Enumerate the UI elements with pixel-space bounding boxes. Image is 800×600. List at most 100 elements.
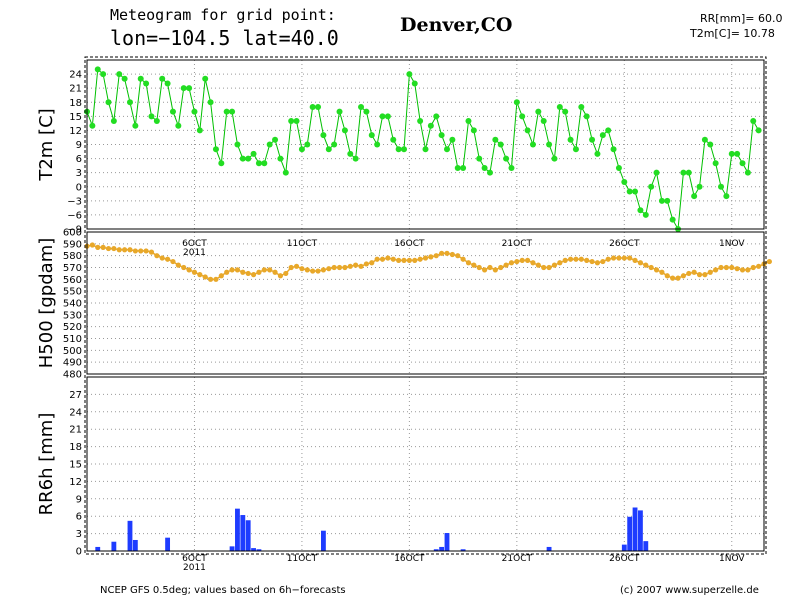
h500-point [218, 273, 224, 279]
t2m-point [535, 108, 542, 115]
h500-point [116, 247, 122, 253]
rr6h-bar [235, 508, 240, 551]
h500-point [449, 251, 455, 258]
h500-point [385, 255, 391, 261]
rr6h-bar [627, 516, 633, 551]
rr6h-bar [251, 548, 256, 551]
h500-point [616, 255, 622, 261]
t2m-point [186, 85, 193, 92]
h500-point [304, 267, 310, 273]
t2m-point [358, 103, 365, 110]
t2m-point [540, 118, 547, 125]
rr6h-bar [638, 510, 643, 551]
h500-point [159, 255, 165, 261]
h500-point [465, 260, 472, 266]
h500-point [240, 269, 246, 275]
t2m-point [637, 207, 644, 214]
t2m-value: T2m[C]= 10.78 [690, 27, 775, 40]
t2m-point [89, 122, 96, 129]
rr6h-bar [127, 520, 133, 551]
y-tick-label: 580 [63, 251, 82, 262]
h500-point [336, 264, 343, 271]
h500-point [664, 273, 670, 279]
h500-point [546, 264, 552, 271]
t2m-point [143, 80, 150, 87]
h500-point [234, 267, 241, 273]
x-tick-label: 26OCT [609, 554, 640, 564]
h500-point [331, 264, 337, 271]
h500-point [573, 256, 579, 262]
h500-point [197, 272, 203, 278]
y-tick-label: 18 [69, 98, 82, 109]
panel-frame [86, 59, 765, 230]
t2m-point [443, 146, 450, 153]
h500-point [508, 260, 515, 266]
t2m-point [594, 150, 601, 157]
h500-point [326, 266, 332, 272]
y-tick-label: 12 [69, 477, 82, 488]
h500-point [100, 244, 106, 250]
h500-point [562, 257, 568, 263]
t2m-point [626, 188, 633, 195]
h500-point [224, 269, 230, 275]
h500-point [756, 263, 762, 269]
h500-point [514, 258, 520, 265]
h500-point [256, 269, 262, 275]
t2m-point [218, 160, 225, 167]
t2m-point [347, 150, 354, 157]
t2m-point [395, 146, 402, 153]
t2m-point [427, 122, 434, 129]
t2m-point [255, 160, 262, 167]
t2m-point [755, 127, 762, 134]
t2m-point [175, 122, 182, 129]
y-tick-label: 600 [63, 228, 82, 239]
rr6h-bar [433, 549, 439, 551]
h500-point [766, 258, 772, 265]
t2m-point [750, 118, 757, 125]
h500-point [347, 263, 353, 269]
year-label: 2011 [183, 563, 206, 573]
x-tick-label: 6OCT [182, 554, 207, 564]
t2m-point [658, 197, 665, 204]
t2m-point [572, 146, 579, 153]
rr6h-bar [546, 546, 552, 551]
t2m-point [599, 132, 606, 139]
h500-point [675, 275, 681, 281]
h500-point [143, 248, 149, 254]
t2m-line [86, 68, 760, 231]
t2m-point [454, 164, 461, 171]
rr-total: RR[mm]= 60.0 [700, 12, 783, 25]
h500-point [170, 258, 176, 265]
y-tick-label: 510 [63, 334, 82, 345]
t2m-point [325, 146, 332, 153]
y-tick-label: 3 [76, 168, 82, 179]
h500-point [439, 250, 445, 256]
footer-copyright: (c) 2007 www.superzelle.de [620, 585, 759, 596]
t2m-point [712, 160, 719, 167]
h500-point [369, 260, 375, 266]
h500-point [471, 262, 477, 268]
h500-point [358, 263, 364, 269]
h500-point [374, 256, 380, 262]
title-line2: lon=−104.5 lat=40.0 [110, 26, 339, 50]
y-tick-label: 520 [63, 322, 82, 333]
rr6h-bar [621, 544, 627, 551]
x-tick-label: 16OCT [394, 239, 425, 249]
t2m-point [352, 155, 359, 162]
h500-point [541, 264, 547, 271]
h500-point [632, 257, 638, 263]
t2m-point [277, 155, 284, 162]
t2m-point [223, 108, 230, 115]
y-tick-label: 21 [69, 84, 82, 95]
t2m-point [169, 108, 176, 115]
h500-point [406, 257, 412, 263]
h500-point [105, 245, 112, 252]
h500-point [207, 276, 214, 282]
h500-point [272, 269, 278, 275]
y-tick-label: 570 [63, 263, 82, 274]
h500-point [191, 269, 198, 275]
h500-point [713, 267, 719, 273]
h500-point [89, 242, 95, 248]
h500-point [428, 254, 434, 260]
